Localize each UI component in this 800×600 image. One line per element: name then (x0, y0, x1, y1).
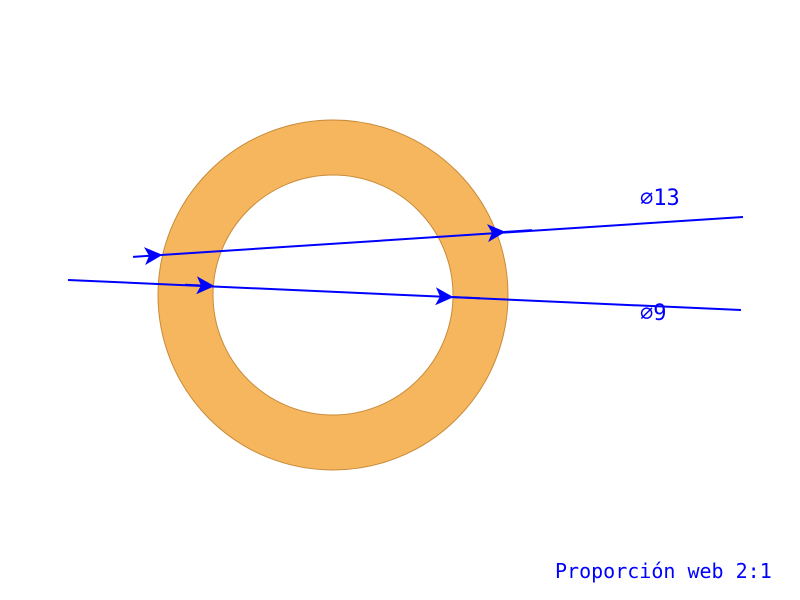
inner-diameter-label: ⌀9 (640, 301, 667, 326)
inner-diameter-arrow-right (452, 297, 480, 298)
ring-annulus (158, 120, 508, 470)
inner-diameter-arrow-left (185, 285, 213, 286)
outer-diameter-arrow-left (133, 255, 161, 257)
scale-caption: Proporción web 2:1 (555, 559, 772, 583)
ring-diagram: ⌀13 ⌀9 Proporción web 2:1 (0, 0, 800, 600)
outer-diameter-label: ⌀13 (640, 186, 680, 211)
